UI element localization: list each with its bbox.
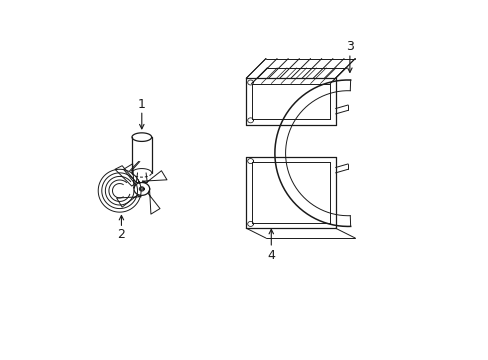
Text: 3: 3 [345, 40, 353, 53]
Text: 1: 1 [138, 98, 145, 111]
Text: 2: 2 [117, 228, 125, 241]
Text: 4: 4 [267, 248, 275, 261]
